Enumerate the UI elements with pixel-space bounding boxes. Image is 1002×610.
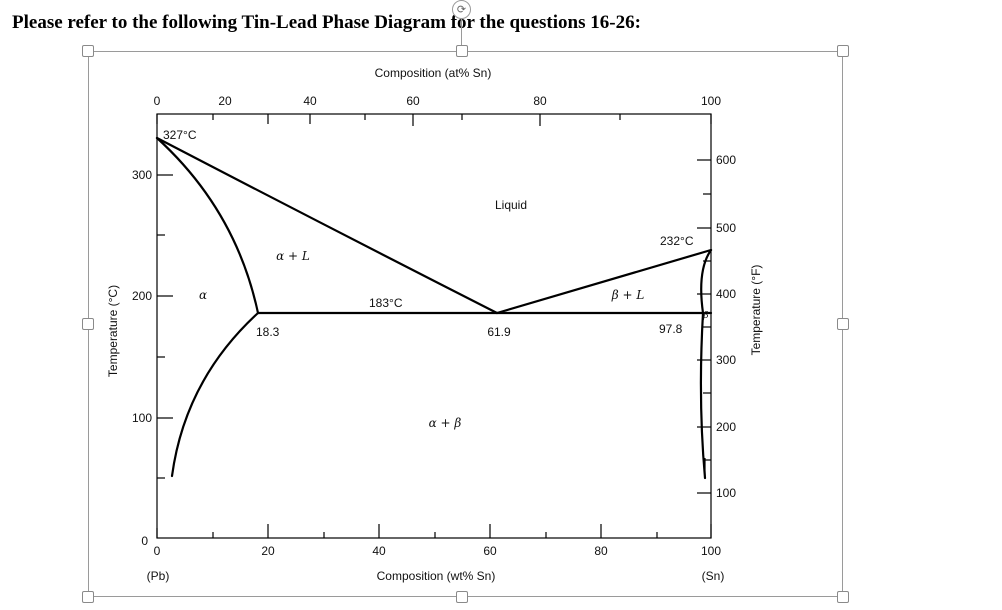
bottom-tick-label: 100 [701, 544, 721, 558]
top-tick-label: 100 [701, 94, 721, 108]
solvus-alpha-curve [170, 311, 260, 478]
pb-end-label: (Pb) [147, 569, 170, 583]
bottom-axis-title: Composition (wt% Sn) [377, 569, 496, 583]
liquidus-right-line [495, 248, 713, 315]
liquidus-left-curve [155, 136, 499, 315]
top-tick-label: 40 [303, 94, 317, 108]
right-tick-label: 600 [716, 153, 736, 167]
resize-handle-middle-right[interactable] [837, 318, 849, 330]
region-beta-liquid-label: β + L [611, 288, 645, 302]
pb-melting-point-label: 327°C [163, 128, 197, 142]
bottom-tick-label: 60 [483, 544, 497, 558]
top-axis-ticks [156, 114, 712, 126]
bottom-tick-label: 0 [154, 544, 161, 558]
solidus-alpha-curve [155, 136, 260, 315]
top-tick-label: 80 [533, 94, 547, 108]
resize-handle-middle-left[interactable] [82, 318, 94, 330]
bottom-tick-label: 20 [261, 544, 275, 558]
right-tick-label: 200 [716, 420, 736, 434]
rotate-handle-icon[interactable]: ⟳ [452, 0, 471, 19]
rotate-handle-stem [461, 19, 462, 51]
alpha-solubility-label: 18.3 [256, 325, 280, 339]
resize-handle-top-center[interactable] [456, 45, 468, 57]
page-heading: Please refer to the following Tin-Lead P… [12, 12, 641, 33]
resize-handle-top-left[interactable] [82, 45, 94, 57]
left-tick-label: 200 [132, 289, 152, 303]
right-axis-ticks [697, 159, 711, 494]
sn-end-label: (Sn) [702, 569, 725, 583]
left-tick-label: 0 [141, 534, 148, 548]
beta-solubility-label: 97.8 [659, 322, 683, 336]
solvus-beta-curve [699, 311, 707, 480]
right-tick-label: 500 [716, 221, 736, 235]
top-tick-label: 20 [218, 94, 232, 108]
top-axis-title: Composition (at% Sn) [375, 66, 492, 80]
bottom-tick-label: 80 [594, 544, 608, 558]
right-axis-title: Temperature (°F) [749, 265, 763, 356]
left-tick-label: 100 [132, 411, 152, 425]
sn-melting-point-label: 232°C [660, 234, 694, 248]
bottom-axis-ticks [156, 524, 712, 538]
top-tick-label: 0 [154, 94, 161, 108]
eutectic-temperature-label: 183°C [369, 296, 403, 310]
plot-frame [156, 113, 712, 539]
right-tick-label: 100 [716, 486, 736, 500]
left-axis-ticks [157, 174, 173, 479]
region-alpha-beta-label: α + β [429, 416, 462, 430]
resize-handle-bottom-center[interactable] [456, 591, 468, 603]
region-alpha-label: α [199, 288, 207, 302]
left-axis-title: Temperature (°C) [106, 285, 120, 377]
left-tick-label: 300 [132, 168, 152, 182]
region-beta-label: β [702, 311, 708, 321]
resize-handle-bottom-right[interactable] [837, 591, 849, 603]
eutectic-composition-label: 61.9 [487, 325, 511, 339]
region-liquid-label: Liquid [495, 198, 527, 212]
resize-handle-bottom-left[interactable] [82, 591, 94, 603]
region-alpha-liquid-label: α + L [276, 249, 310, 263]
right-tick-label: 300 [716, 353, 736, 367]
top-tick-label: 60 [406, 94, 420, 108]
bottom-tick-label: 40 [372, 544, 386, 558]
right-tick-label: 400 [716, 287, 736, 301]
resize-handle-top-right[interactable] [837, 45, 849, 57]
solidus-beta-curve [700, 248, 713, 315]
